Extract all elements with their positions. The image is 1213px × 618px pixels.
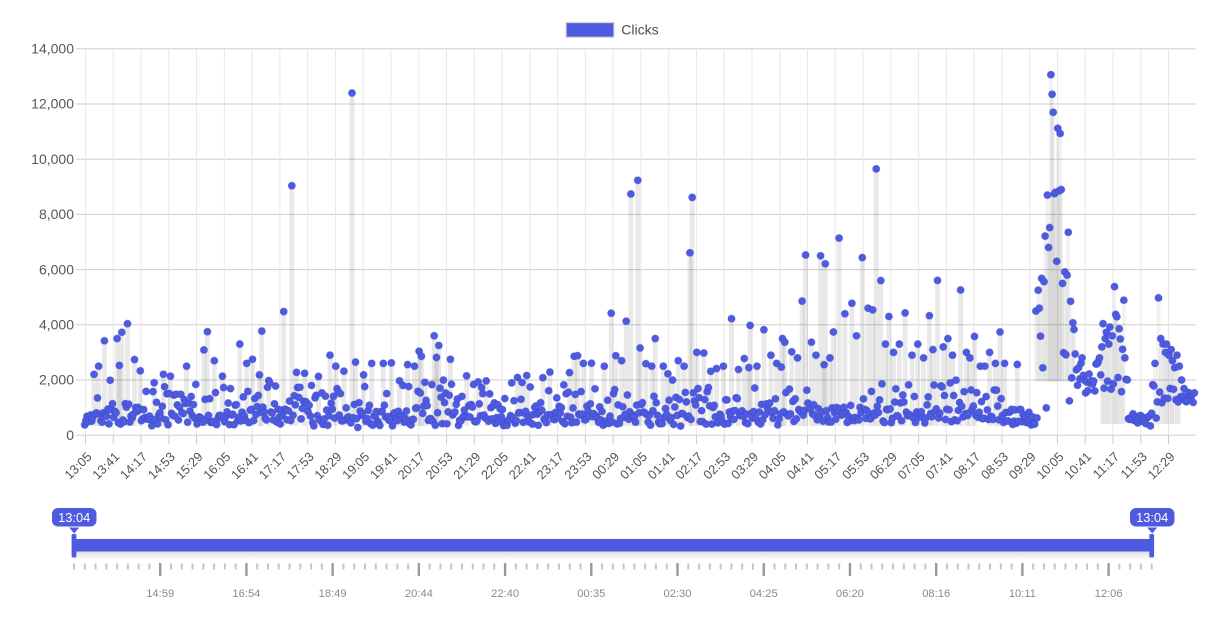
svg-text:0: 0: [66, 427, 74, 443]
svg-text:18:49: 18:49: [319, 588, 347, 600]
svg-text:22:40: 22:40: [491, 588, 519, 600]
svg-text:20:44: 20:44: [405, 588, 433, 600]
svg-text:Clicks: Clicks: [621, 22, 658, 38]
svg-text:10,000: 10,000: [31, 151, 74, 167]
svg-text:14:59: 14:59: [146, 588, 174, 600]
svg-text:6,000: 6,000: [39, 261, 74, 277]
svg-text:13:04: 13:04: [58, 510, 90, 525]
svg-text:08:16: 08:16: [922, 588, 950, 600]
svg-text:8,000: 8,000: [39, 206, 74, 222]
svg-text:13:04: 13:04: [1136, 510, 1168, 525]
svg-text:14,000: 14,000: [31, 41, 74, 57]
svg-text:00:35: 00:35: [577, 588, 605, 600]
svg-text:16:54: 16:54: [232, 588, 260, 600]
svg-text:12,000: 12,000: [31, 96, 74, 112]
svg-text:2,000: 2,000: [39, 372, 74, 388]
svg-text:04:25: 04:25: [750, 588, 778, 600]
svg-text:12:06: 12:06: [1095, 588, 1123, 600]
svg-text:06:20: 06:20: [836, 588, 864, 600]
svg-text:02:30: 02:30: [664, 588, 692, 600]
svg-text:10:11: 10:11: [1009, 588, 1036, 600]
svg-text:4,000: 4,000: [39, 317, 74, 333]
